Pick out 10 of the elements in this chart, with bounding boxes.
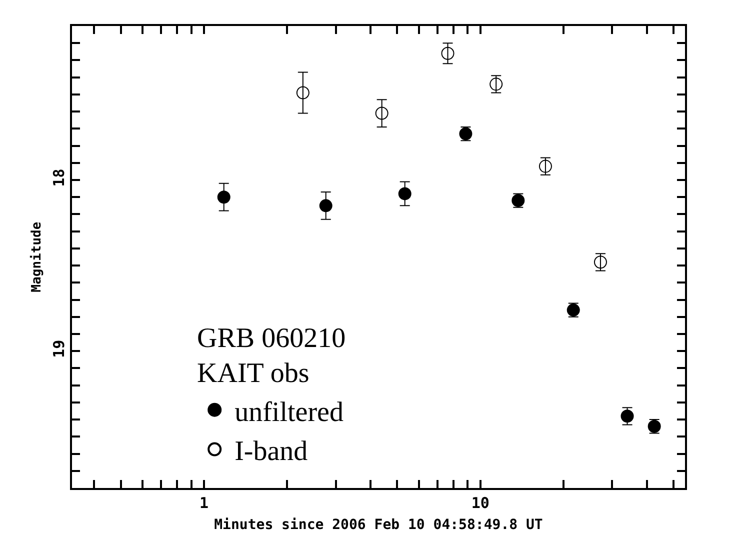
annotation: KAIT obs — [197, 358, 310, 389]
annotation: GRB 060210 — [197, 323, 346, 354]
legend-label: I-band — [234, 436, 308, 468]
y-tick-label: 18 — [50, 168, 68, 187]
x-tick-label: 10 — [471, 494, 490, 512]
legend-label: unfiltered — [234, 396, 344, 428]
x-axis-title: Minutes since 2006 Feb 10 04:58:49.8 UT — [214, 516, 543, 533]
y-axis-title: Magnitude — [29, 222, 44, 292]
x-tick-label: 1 — [199, 494, 209, 512]
y-tick-label: 19 — [50, 340, 68, 358]
